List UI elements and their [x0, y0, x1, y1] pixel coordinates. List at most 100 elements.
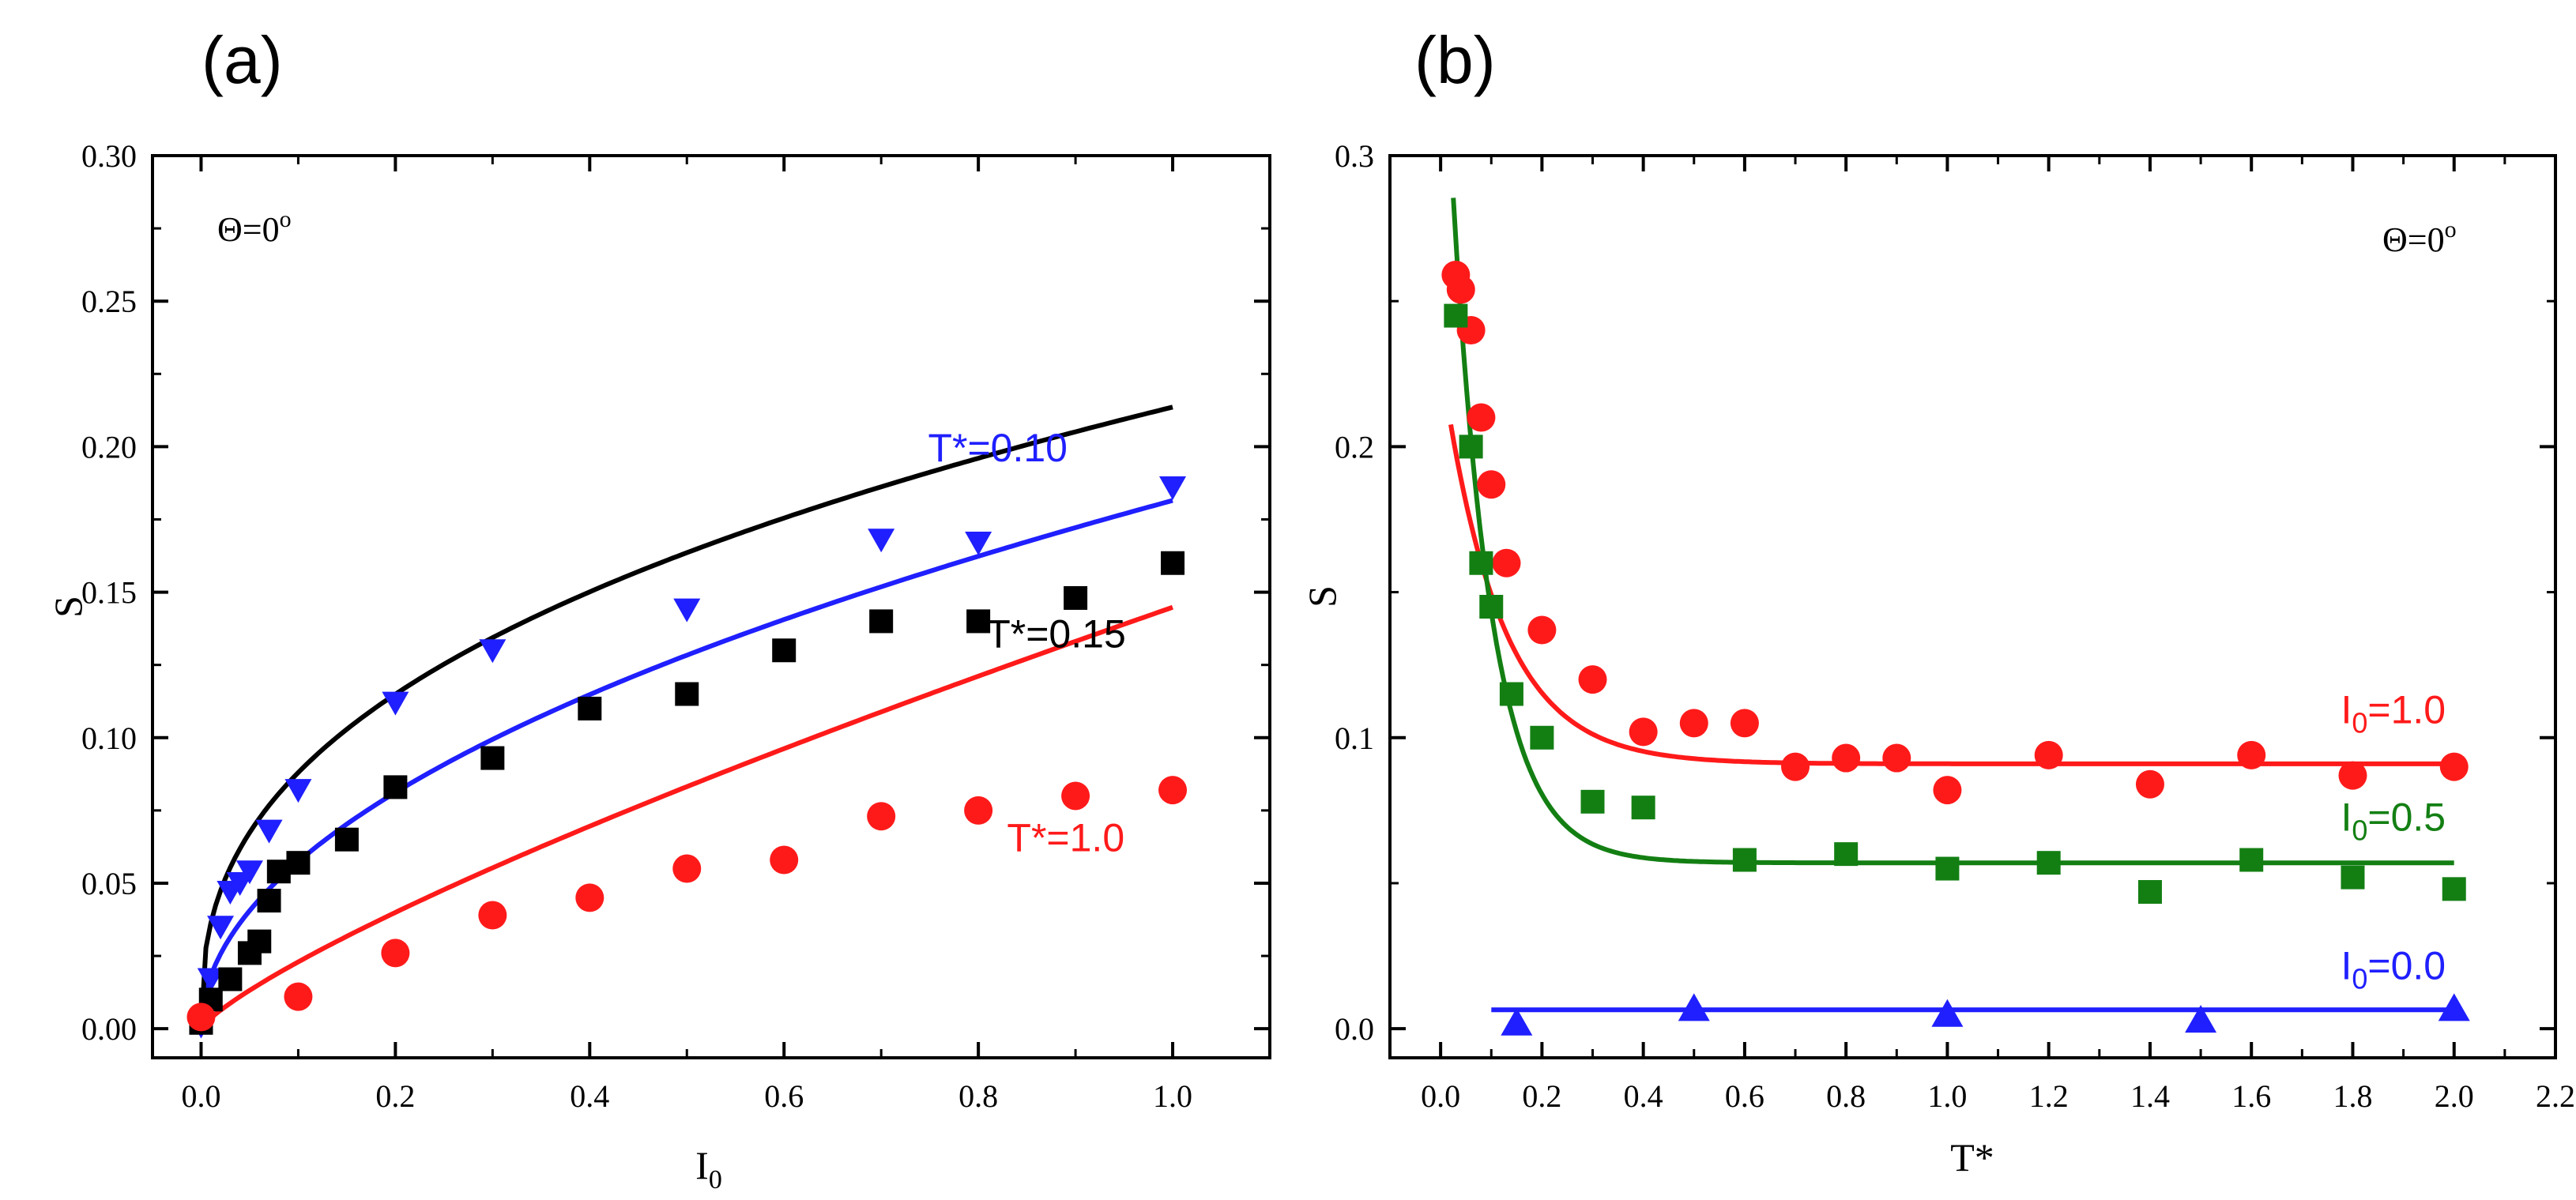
- data-point: [1935, 856, 1960, 881]
- data-point: [1061, 781, 1090, 811]
- data-point: [1158, 776, 1188, 805]
- data-point: [1580, 789, 1605, 814]
- panel-b-plot-frame: [1388, 154, 2557, 1059]
- series-label-i005-rest: =0.5: [2367, 796, 2446, 840]
- y-tick-label: 0.0: [1335, 1011, 1374, 1047]
- data-point: [1834, 842, 1859, 867]
- data-point: [186, 1003, 216, 1032]
- x-tick-label: 1.0: [1153, 1078, 1192, 1114]
- panel-a-x-title-main: I: [695, 1143, 709, 1187]
- data-point: [197, 968, 224, 992]
- x-tick-label: 0.6: [764, 1078, 804, 1114]
- data-point: [207, 916, 235, 940]
- x-tick-label: 0.0: [1421, 1078, 1460, 1114]
- x-tick-label: 0.8: [1826, 1078, 1866, 1114]
- data-point: [1933, 776, 1962, 805]
- data-point: [1159, 476, 1187, 500]
- data-point: [235, 860, 263, 885]
- y-tick-label: 0.1: [1335, 720, 1374, 756]
- data-point: [1492, 548, 1521, 577]
- x-tick-label: 0.6: [1725, 1078, 1764, 1114]
- x-tick-label: 1.8: [2333, 1078, 2372, 1114]
- series-label-i010: I0=1.0: [2341, 687, 2446, 739]
- data-point: [478, 901, 507, 930]
- panel-a: (a) 0.0 0.2 0.4 0.6 0.8 1.00.000.050.100.150.…: [46, 23, 1271, 1194]
- y-tick-label: 0.05: [81, 866, 137, 901]
- y-tick-label: 0.30: [81, 138, 137, 174]
- data-point: [1459, 434, 1483, 459]
- data-point: [1467, 403, 1496, 432]
- x-tick-label: 1.6: [2231, 1078, 2271, 1114]
- panel-b-angle-annotation: Θ=0o: [2382, 216, 2457, 259]
- x-tick-label: 2.0: [2435, 1078, 2474, 1114]
- y-tick-label: 0.20: [81, 429, 137, 465]
- data-point: [1781, 752, 1810, 781]
- series-label-i000-rest: =0.0: [2367, 944, 2446, 988]
- panel-a-fit-curves: [198, 404, 1174, 1031]
- data-point: [2439, 752, 2469, 781]
- data-point: [1499, 682, 1523, 706]
- data-point: [1730, 709, 1759, 738]
- series-label-i005-main: I: [2341, 796, 2352, 840]
- x-tick-label: 2.2: [2536, 1078, 2575, 1114]
- data-point: [1882, 743, 1911, 773]
- data-point: [383, 775, 408, 799]
- data-point: [1679, 709, 1708, 738]
- series-label-i005: I0=0.5: [2341, 796, 2446, 847]
- data-point: [1527, 615, 1557, 645]
- data-point: [673, 598, 701, 623]
- panel-a-angle-sup: o: [280, 206, 292, 232]
- x-tick-label: 1.4: [2130, 1078, 2170, 1114]
- fit-curve-i010: [1448, 423, 2454, 766]
- data-point: [1732, 848, 1757, 872]
- data-point: [1578, 665, 1607, 694]
- panel-b-axes: 0.0 0.2 0.4 0.6 0.8 1.0 1.2 1.4 1.6 1.8 2.0 2.2 0.0 0…: [1335, 138, 2575, 1114]
- data-point: [479, 639, 507, 664]
- panel-a-label: (a): [201, 23, 283, 97]
- data-point: [2135, 769, 2164, 799]
- data-point: [965, 531, 992, 555]
- data-point: [575, 883, 604, 912]
- series-label-i010-rest: =1.0: [2367, 687, 2446, 732]
- panel-a-x-title-sub: 0: [709, 1165, 722, 1194]
- panel-b-data-points: [1441, 261, 2470, 1036]
- panel-a-plot-frame: [151, 154, 1271, 1059]
- series-label-t10: T*=1.0: [1007, 815, 1124, 860]
- data-point: [1064, 585, 1088, 610]
- data-point: [2442, 877, 2466, 901]
- fit-curve-t015: [198, 404, 1173, 1029]
- panel-b-fit-curves: [1448, 197, 2454, 1013]
- data-point: [1530, 725, 1554, 750]
- data-point: [1501, 1007, 1533, 1036]
- x-tick-label: 0.4: [1624, 1078, 1663, 1114]
- series-label-i000-sub: 0: [2352, 963, 2367, 995]
- y-tick-label: 0.15: [81, 575, 137, 611]
- data-point: [869, 609, 894, 634]
- series-label-i010-main: I: [2341, 687, 2352, 732]
- panel-b-label: (b): [1414, 23, 1496, 97]
- data-point: [1479, 595, 1504, 619]
- data-point: [2237, 740, 2266, 769]
- fit-curve-t010: [198, 498, 1173, 1029]
- y-tick-label: 0.10: [81, 720, 137, 756]
- data-point: [772, 638, 797, 663]
- data-point: [286, 851, 311, 875]
- data-point: [1629, 717, 1658, 747]
- x-tick-label: 0.4: [570, 1078, 609, 1114]
- data-point: [284, 779, 312, 803]
- fit-curve-t10: [199, 604, 1174, 1031]
- data-point: [284, 982, 313, 1011]
- data-point: [255, 819, 283, 844]
- panel-a-angle-text: Θ=0: [217, 210, 280, 249]
- y-tick-label: 0.3: [1335, 138, 1374, 174]
- x-tick-label: 0.2: [1522, 1078, 1561, 1114]
- y-tick-label: 0.00: [81, 1011, 137, 1047]
- data-point: [257, 889, 281, 913]
- panel-a-x-axis-title: I0: [695, 1143, 722, 1194]
- data-point: [1477, 470, 1506, 499]
- x-tick-label: 0.8: [958, 1078, 998, 1114]
- panel-b-angle-sup: o: [2445, 216, 2457, 243]
- data-point: [1678, 993, 1710, 1021]
- data-point: [2185, 1005, 2217, 1033]
